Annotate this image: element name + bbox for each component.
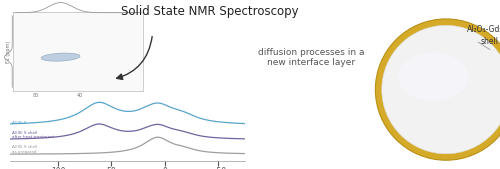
Text: Al(III) S shell
after heat treatment: Al(III) S shell after heat treatment [12, 131, 54, 139]
Text: 40: 40 [77, 93, 83, 98]
Text: Al(III) S shell
as prepared: Al(III) S shell as prepared [12, 145, 38, 154]
Ellipse shape [398, 53, 468, 101]
Text: 80: 80 [33, 93, 39, 98]
Text: shell: shell [480, 37, 498, 46]
Y-axis label: F1 (ppm): F1 (ppm) [6, 40, 11, 63]
Ellipse shape [41, 53, 80, 61]
Text: Al(III) S: Al(III) S [12, 121, 26, 125]
Text: Solid State NMR Spectroscopy: Solid State NMR Spectroscopy [121, 5, 299, 18]
Text: Al₂O₃-Gd₂O₃: Al₂O₃-Gd₂O₃ [466, 25, 500, 34]
Ellipse shape [382, 25, 500, 154]
Ellipse shape [376, 19, 500, 160]
Text: diffusion processes in a
new interface layer: diffusion processes in a new interface l… [258, 48, 364, 67]
